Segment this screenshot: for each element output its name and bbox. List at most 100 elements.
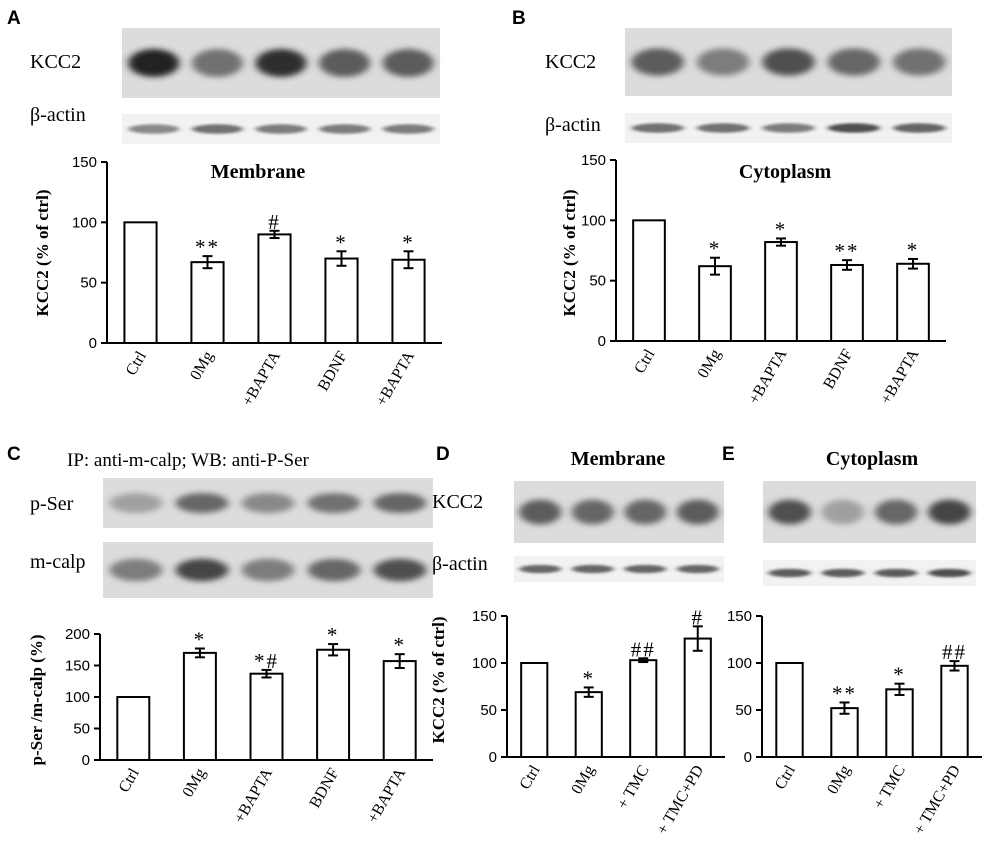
blot-band xyxy=(696,48,750,76)
blot-label-a-kcc2: KCC2 xyxy=(30,51,81,73)
y-axis-label: KCC2 (% of ctrl) xyxy=(33,190,52,317)
significance-marker: * xyxy=(775,217,788,241)
blot-band xyxy=(827,123,881,133)
category-label: 0Mg xyxy=(824,763,854,798)
blot-band xyxy=(255,124,307,134)
bar xyxy=(885,688,914,759)
significance-marker: ** xyxy=(835,239,860,263)
ip-label: IP: anti-m-calp; WB: anti-P-Ser xyxy=(67,450,310,471)
category-label: Ctrl xyxy=(772,762,799,793)
bar xyxy=(830,263,864,343)
bar xyxy=(940,664,969,759)
blot-band xyxy=(821,568,865,578)
blots-panel-b xyxy=(625,28,952,143)
panel-letter-c: C xyxy=(7,444,21,465)
significance-marker: ** xyxy=(832,681,857,705)
bar xyxy=(249,672,284,761)
y-tick-label: 150 xyxy=(65,658,90,675)
bar xyxy=(683,637,712,758)
category-label: +BAPTA xyxy=(746,346,791,407)
blot-band xyxy=(631,48,684,76)
blot-band xyxy=(109,493,163,513)
blot-band xyxy=(624,564,667,574)
blot-label-d-kcc2: KCC2 xyxy=(432,491,483,513)
category-label: + TMC xyxy=(871,763,909,813)
blot-band xyxy=(893,123,946,133)
y-tick-label: 0 xyxy=(82,752,90,769)
blot-band xyxy=(519,499,562,525)
blots-panel-d xyxy=(514,481,724,582)
category-label: +BAPTA xyxy=(231,765,276,826)
blots-panel-a xyxy=(122,28,440,144)
significance-marker: * xyxy=(393,633,406,657)
blot-band xyxy=(191,124,243,134)
blot-band xyxy=(571,499,614,525)
blot-band xyxy=(928,568,971,578)
bar xyxy=(896,262,930,343)
chart-panel-b: Cytoplasm KCC2 (% of ctrl) 0 50 100 150 Ctrl * 0… xyxy=(560,152,946,407)
y-tick-label: 0 xyxy=(598,333,606,350)
chart-panel-c: p-Ser /m-calp (%) 0 50 100 150 200 Ctrl * 0Mg *# +… xyxy=(27,623,433,826)
bar xyxy=(190,261,225,344)
category-label: 0Mg xyxy=(180,766,210,801)
blot-band xyxy=(128,49,180,77)
y-tick-label: 50 xyxy=(73,721,90,738)
y-tick-label: 150 xyxy=(727,608,752,625)
blot-band xyxy=(696,123,750,133)
y-tick-label: 50 xyxy=(735,702,752,719)
significance-marker: ** xyxy=(195,235,220,259)
blot-label-b-actin: β-actin xyxy=(545,114,601,136)
chart-title: Cytoplasm xyxy=(826,448,919,470)
category-label: 0Mg xyxy=(187,349,217,384)
y-tick-label: 100 xyxy=(65,689,90,706)
blot-band xyxy=(175,493,229,513)
y-axis-label: p-Ser /m-calp (%) xyxy=(27,635,46,766)
blot-label-c-mcalp: m-calp xyxy=(30,551,86,573)
blot-band xyxy=(768,499,811,525)
significance-marker: ## xyxy=(942,640,967,664)
bar xyxy=(182,651,217,762)
category-label: + TMC+PD xyxy=(654,763,707,838)
blot-band xyxy=(874,499,918,525)
chart-panel-e: Cytoplasm 0 50 100 150 Ctrl ** 0Mg * + TMC ## + TMC… xyxy=(727,448,982,838)
blot-band xyxy=(631,123,684,133)
significance-marker: # xyxy=(692,605,705,629)
y-tick-label: 200 xyxy=(65,626,90,643)
significance-marker: * xyxy=(327,623,340,647)
significance-marker: * xyxy=(402,230,415,254)
category-label: BDNF xyxy=(306,765,342,811)
y-tick-label: 100 xyxy=(472,655,497,672)
y-tick-label: 50 xyxy=(480,702,497,719)
blot-band xyxy=(928,499,971,525)
bar xyxy=(391,258,426,344)
y-tick-label: 50 xyxy=(80,275,97,292)
significance-marker: # xyxy=(268,210,281,234)
category-label: Ctrl xyxy=(116,765,143,796)
significance-marker: * xyxy=(335,230,348,254)
y-tick-label: 50 xyxy=(589,273,606,290)
category-label: + TMC+PD xyxy=(911,763,964,838)
blot-band xyxy=(307,493,361,513)
bar xyxy=(123,221,158,344)
significance-marker: * xyxy=(583,666,596,690)
panel-letter-b: B xyxy=(512,8,526,29)
category-label: + TMC xyxy=(614,763,652,813)
category-label: +BAPTA xyxy=(373,348,418,409)
blot-band xyxy=(768,568,811,578)
blot-band xyxy=(519,564,562,574)
blot-band xyxy=(373,493,427,513)
blot-band xyxy=(676,564,719,574)
bar xyxy=(116,696,151,761)
blot-band xyxy=(624,499,667,525)
bar xyxy=(316,648,351,761)
blot-band xyxy=(128,124,180,134)
blot-band xyxy=(319,49,371,77)
blot-band xyxy=(255,49,307,77)
blot-band xyxy=(382,49,434,77)
bar xyxy=(382,660,417,762)
y-tick-label: 150 xyxy=(72,154,97,171)
category-label: BDNF xyxy=(820,346,856,392)
y-tick-label: 100 xyxy=(727,655,752,672)
